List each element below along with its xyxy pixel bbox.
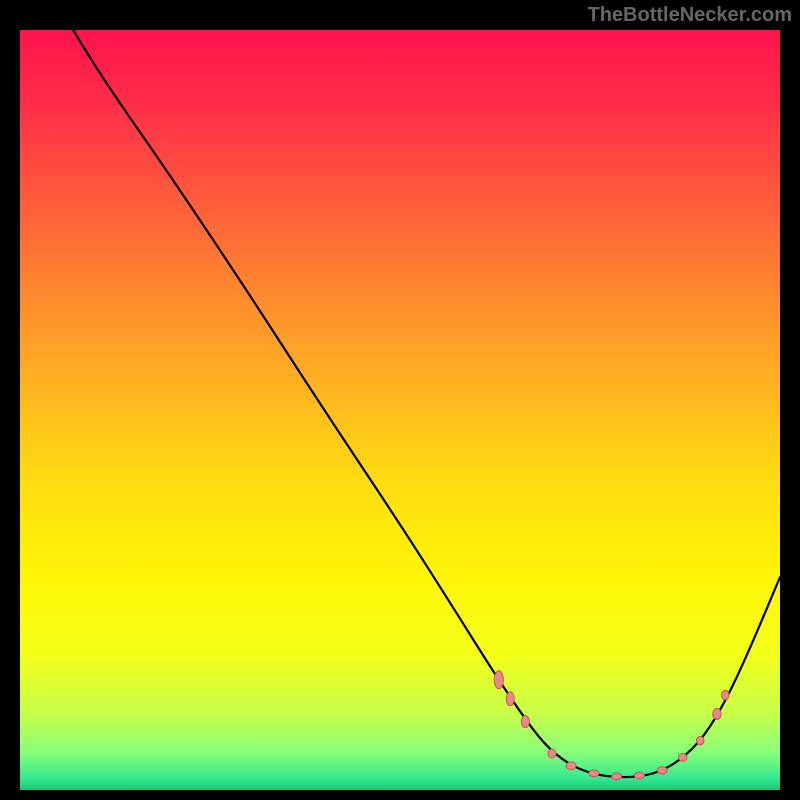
curve-marker <box>657 767 667 774</box>
chart-frame: TheBottleNecker.com <box>0 0 800 800</box>
curve-marker <box>634 772 644 779</box>
curve-marker <box>589 770 599 777</box>
curve-marker <box>521 716 529 728</box>
curve-marker <box>679 753 687 761</box>
curve-marker <box>494 671 503 689</box>
curve-marker <box>506 692 514 706</box>
curve-marker <box>548 749 556 758</box>
curve-marker <box>713 709 721 720</box>
watermark-text: TheBottleNecker.com <box>587 4 792 27</box>
chart-plot-area <box>20 30 780 790</box>
curve-marker <box>612 773 622 780</box>
curve-marker <box>722 690 729 700</box>
chart-background <box>20 30 780 790</box>
chart-svg <box>20 30 780 790</box>
curve-marker <box>566 762 576 770</box>
curve-marker <box>696 736 704 744</box>
